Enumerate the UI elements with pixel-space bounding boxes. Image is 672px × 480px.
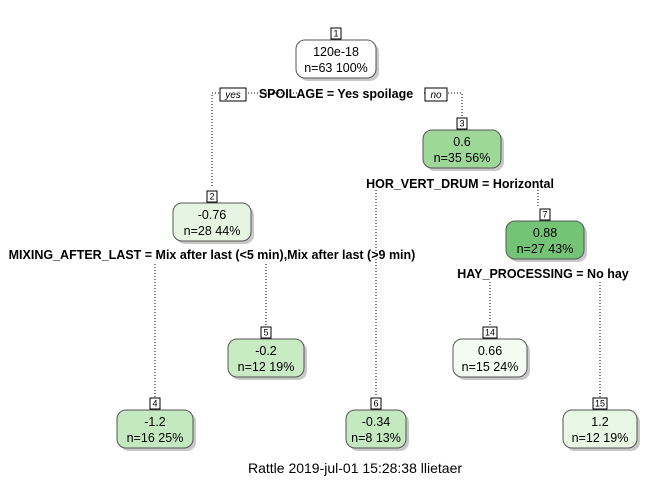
- node-id-box: [330, 27, 342, 40]
- node-stats: n=28 44%: [184, 224, 241, 238]
- tree-node-6: 6 -0.34 n=8 13%: [345, 397, 409, 451]
- node-stats: n=35 56%: [434, 151, 491, 165]
- tree-node-1: 1 120e-18 n=63 100%: [295, 27, 379, 81]
- node-id-box: [260, 326, 272, 339]
- node-id: 15: [595, 399, 605, 409]
- node-stats: n=8 13%: [351, 431, 401, 445]
- node-value: -1.2: [144, 415, 166, 429]
- node-id: 5: [263, 328, 268, 338]
- tree-node-5: 5 -0.2 n=12 19%: [227, 326, 307, 380]
- node-value: -0.34: [362, 415, 391, 429]
- node-id-box: [539, 208, 551, 221]
- node-value: 120e-18: [313, 45, 359, 59]
- node-id: 4: [152, 399, 157, 409]
- node-id: 14: [485, 328, 495, 338]
- node-box: [116, 409, 194, 449]
- yes-tag: yes: [219, 87, 247, 102]
- node-value: 0.88: [533, 226, 557, 240]
- node-box: [505, 220, 585, 260]
- tree-node-2: 2 -0.76 n=28 44%: [172, 190, 254, 244]
- node-id: 6: [373, 399, 378, 409]
- node-stats: n=12 19%: [572, 431, 629, 445]
- node-stats: n=63 100%: [304, 61, 368, 75]
- tree-node-3: 3 0.6 n=35 56%: [422, 117, 504, 171]
- node-id: 2: [209, 192, 214, 202]
- node-box: [227, 338, 305, 378]
- node-id: 3: [459, 119, 464, 129]
- node-value: -0.76: [198, 208, 227, 222]
- split-label-root: SPOILAGE = Yes spoilage: [259, 87, 413, 101]
- node-stats: n=15 24%: [462, 360, 519, 374]
- svg-text:yes: yes: [224, 90, 241, 101]
- node-stats: n=12 19%: [238, 360, 295, 374]
- node-id-box: [482, 326, 498, 339]
- node-stats: n=27 43%: [517, 242, 574, 256]
- split-label-node3: HOR_VERT_DRUM = Horizontal: [366, 177, 554, 191]
- node-box: [172, 202, 252, 242]
- split-label-node2: MIXING_AFTER_LAST = Mix after last (<5 m…: [9, 248, 416, 262]
- node-id-box: [149, 397, 161, 410]
- node-stats: n=16 25%: [127, 431, 184, 445]
- tree-node-4: 4 -1.2 n=16 25%: [116, 397, 196, 451]
- node-value: 1.2: [591, 415, 608, 429]
- node-id-box: [206, 190, 218, 203]
- svg-text:no: no: [430, 90, 442, 101]
- node-box: [422, 129, 502, 169]
- node-value: 0.6: [453, 135, 470, 149]
- node-value: 0.66: [478, 344, 502, 358]
- node-box: [345, 409, 407, 449]
- split-label-node7: HAY_PROCESSING = No hay: [457, 267, 629, 281]
- no-tag: no: [424, 87, 448, 102]
- node-id: 7: [542, 210, 547, 220]
- edge-1-2: [211, 92, 300, 187]
- tree-nodes: 1 120e-18 n=63 100% 2 -0.76 n=28 44% 3 0.6 n=35 …: [116, 27, 640, 451]
- node-id-box: [592, 397, 608, 410]
- node-value: -0.2: [255, 344, 277, 358]
- tree-node-7: 7 0.88 n=27 43%: [505, 208, 587, 262]
- node-id-box: [456, 117, 468, 130]
- node-box: [452, 338, 528, 378]
- node-id: 1: [333, 29, 338, 39]
- node-box: [562, 409, 638, 449]
- node-id-box: [370, 397, 382, 410]
- node-box: [295, 39, 377, 79]
- tree-node-14: 14 0.66 n=15 24%: [452, 326, 530, 380]
- tree-node-15: 15 1.2 n=12 19%: [562, 397, 640, 451]
- caption: Rattle 2019-jul-01 15:28:38 llietaer: [248, 460, 462, 476]
